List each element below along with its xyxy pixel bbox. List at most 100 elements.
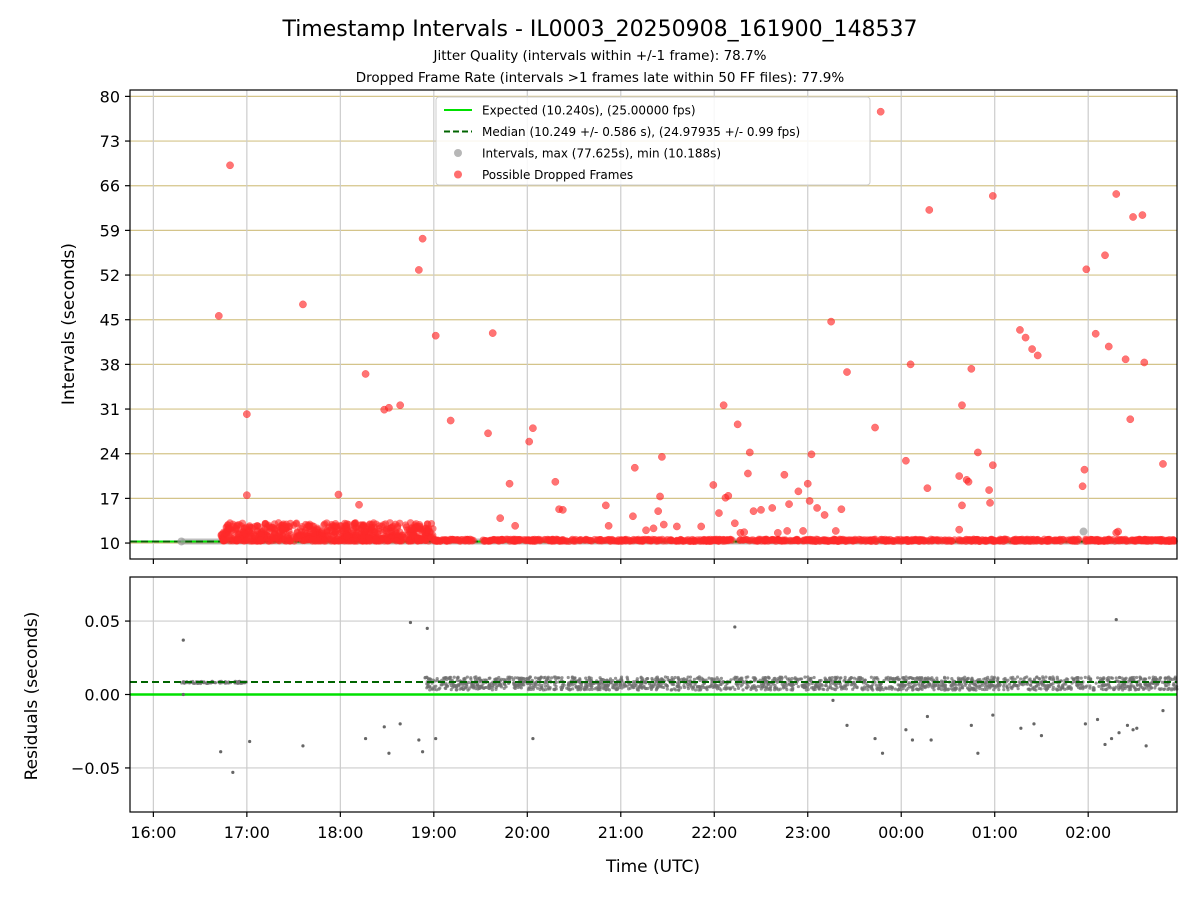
- residual-point: [1128, 685, 1132, 689]
- chart-subtitle-dropped: Dropped Frame Rate (intervals >1 frames …: [356, 70, 845, 86]
- residual-point: [693, 688, 698, 692]
- residual-point: [710, 679, 714, 683]
- dropped-frame-point: [548, 535, 556, 543]
- dropped-frame-point: [1164, 536, 1172, 544]
- residual-point: [543, 675, 547, 680]
- residual-point: [834, 684, 838, 688]
- dropped-frame-point: [251, 522, 259, 531]
- dropped-frame-point: [1021, 333, 1030, 342]
- residual-point: [1119, 686, 1123, 690]
- residual-point: [1019, 677, 1023, 681]
- residual-point: [800, 685, 805, 689]
- residual-point: [515, 676, 520, 680]
- dropped-frame-point: [813, 504, 821, 512]
- dropped-frame-point: [394, 522, 402, 530]
- residual-point: [219, 750, 223, 754]
- dropped-frame-point: [220, 536, 228, 544]
- dropped-frame-point: [790, 536, 798, 545]
- residual-point: [644, 686, 648, 691]
- residual-point: [780, 682, 784, 686]
- residual-point: [456, 683, 461, 687]
- residual-point: [965, 686, 970, 690]
- residual-point: [1030, 687, 1035, 691]
- dropped-frame-point: [985, 486, 993, 494]
- residual-point: [983, 681, 987, 685]
- top-y-tick-label: 80: [100, 87, 120, 106]
- residual-point: [519, 686, 523, 690]
- residual-point: [1138, 682, 1142, 686]
- x-tick-label: 20:00: [504, 823, 550, 842]
- residual-point: [665, 687, 669, 691]
- residual-point: [538, 677, 542, 681]
- residual-point: [1167, 675, 1171, 679]
- residual-point: [942, 675, 947, 679]
- dropped-frame-point: [988, 461, 997, 470]
- residual-point: [890, 687, 894, 691]
- top-y-tick-label: 45: [100, 311, 120, 330]
- top-y-tick-label: 52: [100, 266, 120, 285]
- dropped-frame-point: [749, 507, 758, 515]
- residual-point: [982, 687, 987, 692]
- dropped-frame-point: [871, 537, 880, 545]
- dropped-frame-point: [1157, 537, 1166, 545]
- residual-point: [570, 675, 575, 679]
- residual-point: [478, 680, 482, 684]
- dropped-frame-point: [416, 523, 424, 531]
- dropped-frame-point: [672, 537, 680, 545]
- residual-point: [1163, 676, 1167, 680]
- dropped-frame-point: [805, 535, 814, 544]
- residual-point: [1010, 686, 1014, 691]
- residual-point: [910, 685, 914, 689]
- residual-point: [497, 675, 501, 680]
- residual-point: [884, 687, 889, 691]
- residual-point: [779, 678, 784, 682]
- x-tick-label: 00:00: [878, 823, 924, 842]
- residual-point: [1144, 744, 1148, 748]
- residual-point: [1147, 682, 1152, 687]
- residual-point: [1109, 736, 1114, 741]
- residual-point: [1139, 676, 1143, 681]
- residual-point: [1083, 675, 1087, 679]
- dropped-frame-point: [371, 535, 380, 543]
- dropped-frame-point: [455, 537, 464, 545]
- residual-point: [963, 675, 967, 679]
- residual-point: [1163, 683, 1168, 688]
- residual-point: [767, 676, 771, 680]
- residual-point: [1051, 687, 1055, 692]
- residual-point: [677, 679, 681, 683]
- residual-point: [1037, 677, 1041, 681]
- residual-point: [843, 675, 847, 680]
- dropped-frame-point: [1053, 537, 1061, 545]
- residual-point: [1039, 734, 1044, 738]
- residual-point: [1088, 684, 1092, 688]
- residual-point: [469, 676, 473, 680]
- residual-point: [793, 677, 797, 681]
- residual-point: [980, 683, 985, 687]
- dropped-frame-point: [234, 536, 242, 544]
- residual-point: [490, 688, 494, 692]
- dropped-frame-point: [744, 469, 752, 478]
- dropped-frame-point: [529, 424, 537, 433]
- residual-point: [1171, 683, 1175, 687]
- residual-point: [855, 677, 859, 681]
- residual-point: [181, 692, 185, 697]
- top-y-tick-label: 10: [100, 534, 120, 553]
- residual-point: [1142, 677, 1146, 681]
- residual-point: [408, 620, 413, 625]
- dropped-frame-point: [986, 498, 994, 507]
- residual-point: [896, 687, 901, 692]
- residual-point: [785, 683, 789, 687]
- dropped-frame-point: [1131, 536, 1140, 544]
- residual-point: [516, 685, 520, 690]
- residual-point: [852, 676, 856, 680]
- residual-point: [611, 678, 615, 683]
- residual-point: [884, 676, 888, 680]
- residual-point: [417, 738, 421, 742]
- residual-point: [444, 682, 448, 686]
- dropped-frame-point: [822, 537, 830, 545]
- residual-point: [653, 678, 657, 682]
- dropped-frame-point: [368, 525, 376, 534]
- dropped-frame-point: [256, 536, 264, 544]
- dropped-frame-point: [837, 505, 846, 514]
- dropped-frame-point: [923, 484, 932, 493]
